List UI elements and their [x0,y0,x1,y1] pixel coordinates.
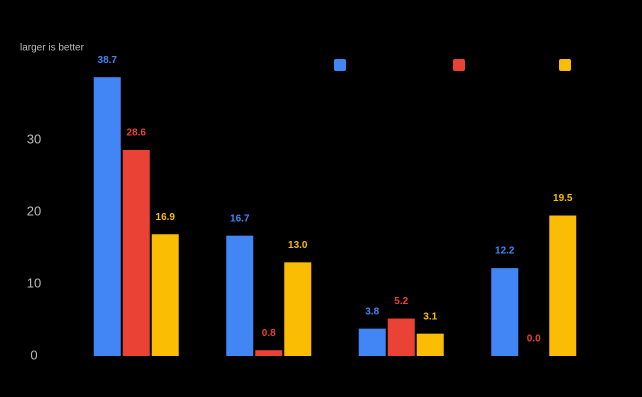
value-label: 12.2 [495,246,515,257]
value-label: 16.9 [156,212,176,223]
bar [151,234,179,356]
bar [284,262,312,356]
value-label: 3.8 [365,306,379,317]
value-label: 16.7 [230,213,250,224]
bar [226,235,254,356]
y-tick-label: 10 [27,275,41,290]
value-label: 38.7 [98,55,118,66]
bar [255,350,283,356]
value-label: 5.2 [394,296,408,307]
value-label: 3.1 [423,311,437,322]
bar [416,333,444,356]
bar [491,268,519,356]
legend-swatch [334,59,346,71]
value-label: 28.6 [127,128,147,139]
value-label: 0.8 [262,328,276,339]
bar [122,149,150,356]
value-label: 13.0 [288,240,308,251]
y-tick-label: 20 [27,203,41,218]
value-label: 0.0 [527,334,541,345]
legend-swatch [559,59,571,71]
bar [387,318,415,356]
value-label: 19.5 [553,193,573,204]
bar [549,215,577,356]
bar [93,77,121,357]
chart-subtitle: larger is better [20,43,85,54]
y-tick-label: 30 [27,131,41,146]
legend-swatch [453,59,465,71]
y-tick-label: 0 [30,347,37,362]
bar [358,328,386,356]
